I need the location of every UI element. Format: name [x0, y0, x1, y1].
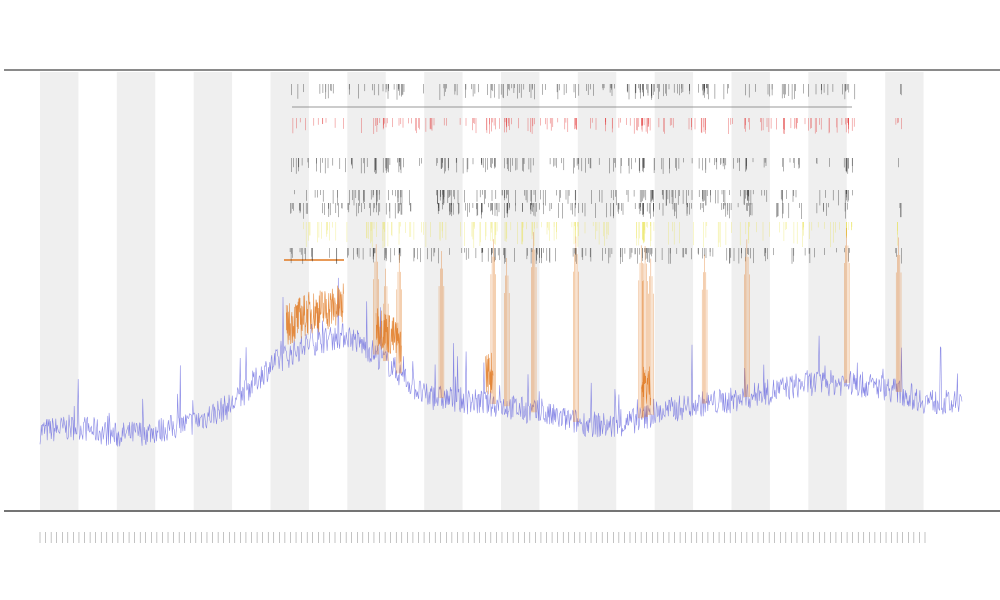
- background-band: [808, 72, 847, 510]
- background-band: [270, 72, 309, 510]
- background-band: [40, 72, 79, 510]
- background-band: [654, 72, 694, 510]
- background-band: [577, 72, 617, 510]
- background-band: [731, 72, 770, 510]
- highlight-segment: [285, 283, 344, 345]
- background-band: [885, 72, 924, 510]
- background-band: [116, 72, 156, 510]
- background-band: [193, 72, 233, 510]
- spikes: [373, 227, 902, 422]
- annotation-markers: [284, 84, 902, 264]
- background-band: [424, 72, 463, 510]
- signal-line: [39, 277, 963, 447]
- background-band: [501, 72, 540, 510]
- x-tick-labels: [39, 532, 926, 543]
- signal-series: [39, 227, 963, 447]
- background-bands: [40, 72, 924, 510]
- background-band: [347, 72, 386, 510]
